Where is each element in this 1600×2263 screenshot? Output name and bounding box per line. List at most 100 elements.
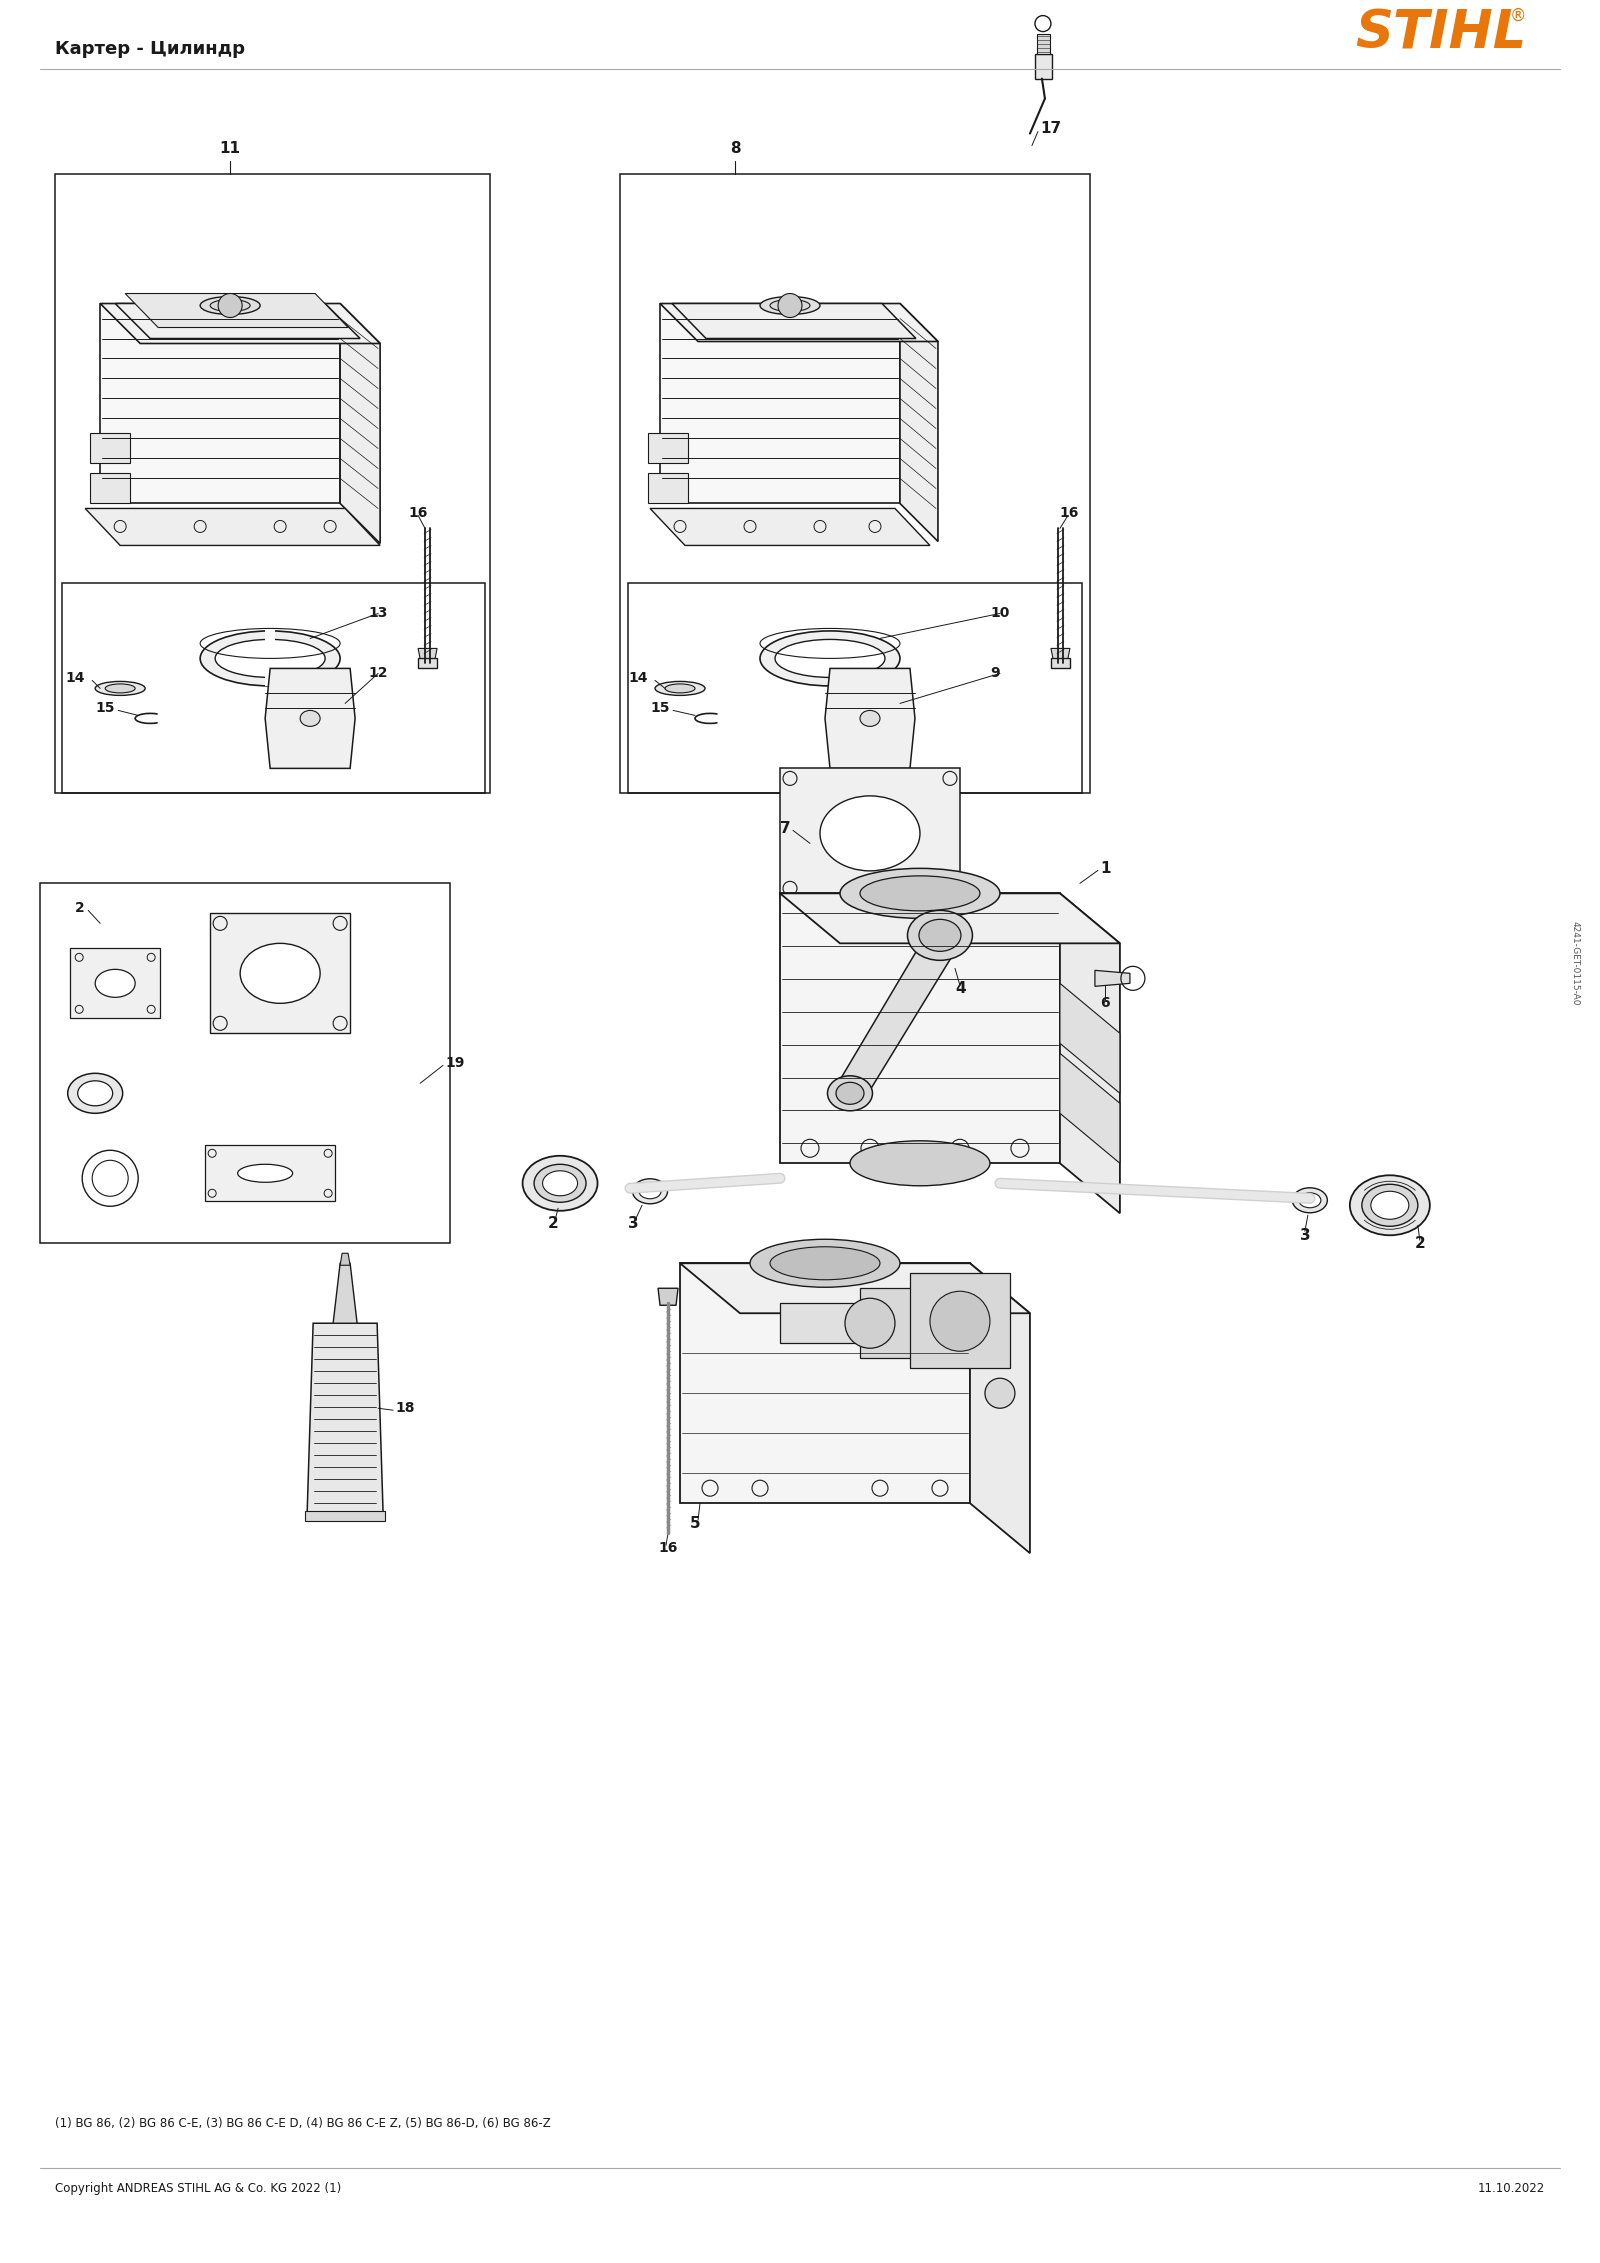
Text: 7: 7: [781, 821, 790, 835]
Polygon shape: [85, 509, 381, 545]
Text: 15: 15: [96, 702, 115, 715]
Polygon shape: [781, 894, 1059, 1163]
Polygon shape: [680, 1263, 970, 1503]
Ellipse shape: [523, 1156, 597, 1211]
Ellipse shape: [1299, 1193, 1322, 1208]
Polygon shape: [1051, 649, 1070, 659]
Text: 16: 16: [1059, 507, 1080, 520]
Text: 13: 13: [368, 606, 387, 620]
Ellipse shape: [638, 1184, 661, 1199]
Ellipse shape: [907, 910, 973, 960]
Ellipse shape: [760, 296, 819, 315]
Text: 18: 18: [395, 1401, 414, 1414]
Polygon shape: [266, 631, 275, 686]
Text: 16: 16: [408, 507, 427, 520]
Text: 19: 19: [445, 1057, 464, 1070]
Polygon shape: [210, 914, 350, 1034]
Text: 2: 2: [75, 901, 85, 914]
Ellipse shape: [840, 869, 1000, 919]
Ellipse shape: [1293, 1188, 1328, 1213]
Ellipse shape: [94, 681, 146, 695]
Polygon shape: [1094, 971, 1130, 987]
Text: 10: 10: [990, 606, 1010, 620]
Text: 5: 5: [690, 1516, 701, 1530]
Polygon shape: [125, 294, 349, 328]
Text: 2: 2: [549, 1215, 558, 1231]
Ellipse shape: [78, 1082, 112, 1107]
Polygon shape: [307, 1324, 382, 1514]
Polygon shape: [205, 1145, 334, 1202]
Ellipse shape: [666, 683, 694, 692]
Ellipse shape: [819, 797, 920, 871]
Circle shape: [778, 294, 802, 317]
Text: 2: 2: [1414, 1236, 1426, 1251]
Ellipse shape: [94, 969, 134, 998]
Text: Copyright ANDREAS STIHL AG & Co. KG 2022 (1): Copyright ANDREAS STIHL AG & Co. KG 2022…: [54, 2182, 341, 2195]
Polygon shape: [661, 303, 938, 342]
Text: 11: 11: [219, 140, 240, 156]
Ellipse shape: [845, 1299, 894, 1349]
Text: Картер - Цилиндр: Картер - Цилиндр: [54, 38, 245, 57]
Ellipse shape: [238, 1163, 293, 1181]
Polygon shape: [1035, 54, 1051, 79]
Circle shape: [930, 1292, 990, 1351]
Polygon shape: [418, 659, 437, 668]
Ellipse shape: [770, 299, 810, 312]
Ellipse shape: [200, 296, 261, 315]
Text: 17: 17: [1040, 120, 1061, 136]
Text: ®: ®: [1510, 7, 1526, 25]
Text: 4241-GET-0115-A0: 4241-GET-0115-A0: [1570, 921, 1579, 1005]
Polygon shape: [672, 303, 915, 339]
Polygon shape: [648, 434, 688, 464]
Text: 3: 3: [1299, 1229, 1310, 1242]
Ellipse shape: [632, 1179, 667, 1204]
Ellipse shape: [534, 1163, 586, 1202]
Polygon shape: [661, 303, 899, 502]
Ellipse shape: [1350, 1174, 1430, 1236]
Polygon shape: [418, 649, 437, 659]
Polygon shape: [101, 303, 341, 502]
Polygon shape: [648, 473, 688, 502]
Polygon shape: [910, 1274, 1010, 1369]
Ellipse shape: [859, 711, 880, 726]
Ellipse shape: [827, 1075, 872, 1111]
Ellipse shape: [774, 640, 885, 677]
Polygon shape: [341, 303, 381, 543]
Text: 15: 15: [650, 702, 670, 715]
Ellipse shape: [106, 683, 134, 692]
Text: 3: 3: [629, 1215, 638, 1231]
Ellipse shape: [1371, 1190, 1410, 1220]
Polygon shape: [70, 948, 160, 1018]
Polygon shape: [90, 434, 130, 464]
Polygon shape: [266, 668, 355, 769]
Text: 12: 12: [368, 665, 387, 681]
Polygon shape: [826, 668, 915, 769]
Polygon shape: [1037, 34, 1050, 54]
Polygon shape: [341, 1254, 350, 1265]
Ellipse shape: [835, 1082, 864, 1104]
Polygon shape: [90, 473, 130, 502]
Polygon shape: [970, 1263, 1030, 1552]
Circle shape: [986, 1378, 1014, 1408]
Ellipse shape: [240, 944, 320, 1003]
Polygon shape: [899, 303, 938, 541]
Ellipse shape: [214, 640, 325, 677]
Polygon shape: [781, 894, 1120, 944]
Polygon shape: [1059, 894, 1120, 1213]
Ellipse shape: [760, 631, 899, 686]
Polygon shape: [1059, 1052, 1120, 1163]
Circle shape: [218, 294, 242, 317]
Polygon shape: [650, 509, 930, 545]
Ellipse shape: [770, 1247, 880, 1281]
Text: (1) BG 86, (2) BG 86 C-E, (3) BG 86 C-E D, (4) BG 86 C-E Z, (5) BG 86-D, (6) BG : (1) BG 86, (2) BG 86 C-E, (3) BG 86 C-E …: [54, 2116, 550, 2129]
Ellipse shape: [210, 299, 250, 312]
Polygon shape: [1059, 984, 1120, 1093]
Polygon shape: [781, 769, 960, 898]
Text: 14: 14: [629, 672, 648, 686]
Ellipse shape: [542, 1170, 578, 1195]
Text: 16: 16: [658, 1541, 677, 1555]
Polygon shape: [333, 1263, 357, 1324]
Ellipse shape: [301, 711, 320, 726]
Ellipse shape: [750, 1240, 899, 1288]
Polygon shape: [658, 1288, 678, 1306]
